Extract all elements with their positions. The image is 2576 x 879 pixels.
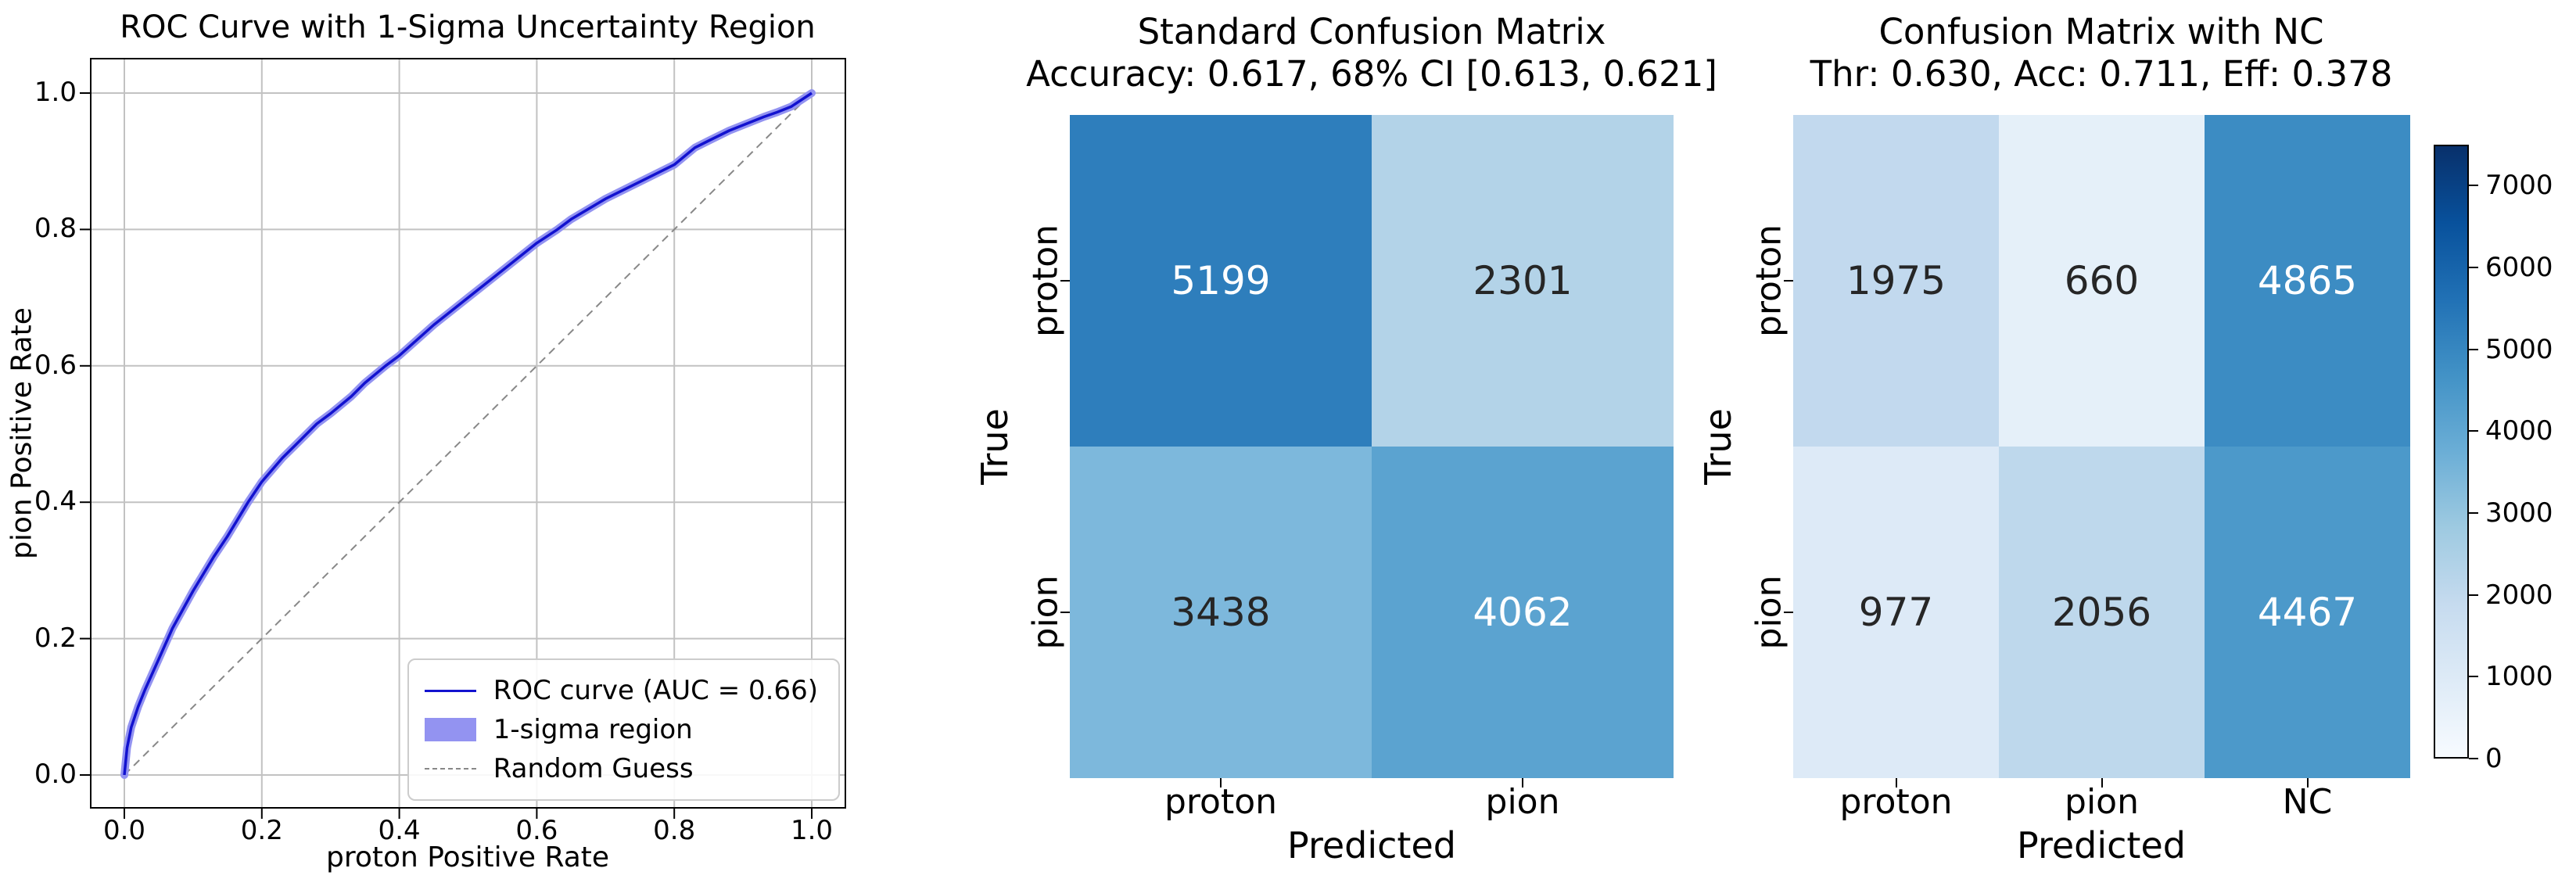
cm-cell-1-1: 2056 bbox=[1999, 447, 2205, 778]
legend-label: 1-sigma region bbox=[493, 714, 693, 745]
roc-legend: ROC curve (AUC = 0.66) 1-sigma region Rand… bbox=[407, 658, 840, 801]
cm-cell-0-2: 4865 bbox=[2205, 115, 2410, 447]
colorbar-tick-mark bbox=[2469, 758, 2478, 759]
colorbar-tick-mark bbox=[2469, 348, 2478, 350]
cm-std-subtitle: Accuracy: 0.617, 68% CI [0.613, 0.621] bbox=[1026, 53, 1717, 95]
roc-y-tick-label: 0.0 bbox=[34, 759, 77, 790]
colorbar-tick-mark bbox=[2469, 267, 2478, 268]
cm-row-tick bbox=[1784, 612, 1793, 613]
cm-col-tick bbox=[2306, 778, 2309, 788]
cm-cell-1-2: 4467 bbox=[2205, 447, 2410, 778]
cm-cell-0-0: 1975 bbox=[1793, 115, 1999, 447]
cm-cell-0-1: 660 bbox=[1999, 115, 2205, 447]
roc-y-tick-label: 0.8 bbox=[34, 213, 77, 245]
roc-x-tick-label: 0.8 bbox=[653, 815, 696, 846]
cm-row-label: proton bbox=[1025, 224, 1066, 338]
cm-row-label: proton bbox=[1749, 224, 1789, 338]
colorbar-tick-label: 7000 bbox=[2485, 170, 2553, 202]
cm-col-tick bbox=[1220, 778, 1222, 788]
roc-x-tick-label: 0.2 bbox=[240, 815, 283, 846]
cm-nc-subtitle: Thr: 0.630, Acc: 0.711, Eff: 0.378 bbox=[1810, 53, 2393, 95]
cm-row-tick bbox=[1784, 280, 1793, 282]
roc-canvas bbox=[80, 58, 846, 819]
cm-nc-title: Confusion Matrix with NC bbox=[1878, 11, 2324, 52]
roc-x-tick-label: 0.6 bbox=[515, 815, 558, 846]
cm-row-tick bbox=[1060, 612, 1070, 613]
roc-y-tick-label: 0.4 bbox=[34, 486, 77, 518]
axes-spines bbox=[90, 58, 846, 809]
roc-line-glyph bbox=[424, 689, 476, 692]
legend-label: Random Guess bbox=[493, 753, 694, 784]
cm-nc-ylabel: True bbox=[1697, 408, 1739, 485]
legend-row: ROC curve (AUC = 0.66) bbox=[424, 671, 818, 710]
cm-std-xlabel: Predicted bbox=[1287, 824, 1456, 866]
cm-cell-0-1: 2301 bbox=[1372, 115, 1674, 447]
legend-row: Random Guess bbox=[424, 749, 818, 788]
legend-label: ROC curve (AUC = 0.66) bbox=[493, 675, 818, 706]
roc-ylabel: pion Positive Rate bbox=[5, 307, 38, 559]
roc-y-tick-label: 0.6 bbox=[34, 349, 77, 381]
legend-row: 1-sigma region bbox=[424, 710, 818, 749]
colorbar-tick-mark bbox=[2469, 676, 2478, 678]
colorbar-tick-label: 1000 bbox=[2485, 661, 2553, 693]
colorbar-tick-label: 6000 bbox=[2485, 252, 2553, 283]
roc-xlabel: proton Positive Rate bbox=[325, 841, 610, 874]
cm-cell-1-1: 4062 bbox=[1372, 447, 1674, 778]
colorbar-tick-mark bbox=[2469, 430, 2478, 432]
cm-nc-xlabel: Predicted bbox=[2017, 824, 2186, 866]
colorbar-tick-label: 4000 bbox=[2485, 415, 2553, 447]
colorbar bbox=[2434, 145, 2469, 759]
cm-col-tick bbox=[2101, 778, 2103, 788]
cm-col-label: pion bbox=[1485, 782, 1560, 822]
colorbar-tick-mark bbox=[2469, 512, 2478, 514]
colorbar-tick-label: 0 bbox=[2485, 743, 2502, 774]
roc-x-tick-label: 1.0 bbox=[790, 815, 834, 846]
roc-axes-area: ROC curve (AUC = 0.66) 1-sigma region Rand… bbox=[80, 58, 846, 819]
cm-col-label: proton bbox=[1164, 782, 1278, 822]
cm-col-label: pion bbox=[2065, 782, 2139, 822]
colorbar-tick-mark bbox=[2469, 594, 2478, 596]
colorbar-tick-label: 3000 bbox=[2485, 497, 2553, 529]
roc-x-tick-label: 0.4 bbox=[378, 815, 421, 846]
cm-std-ylabel: True bbox=[974, 408, 1016, 485]
cm-col-label: NC bbox=[2282, 782, 2333, 822]
cm-col-label: proton bbox=[1839, 782, 1953, 822]
cm-row-tick bbox=[1060, 280, 1070, 282]
cm-row-label: pion bbox=[1025, 575, 1066, 650]
cm-cell-0-0: 5199 bbox=[1070, 115, 1372, 447]
roc-plot-title: ROC Curve with 1-Sigma Uncertainty Regio… bbox=[120, 9, 816, 45]
dashed-line-glyph bbox=[424, 768, 476, 770]
colorbar-tick-mark bbox=[2469, 185, 2478, 187]
roc-curve-line bbox=[123, 91, 813, 776]
sigma-patch-glyph bbox=[424, 718, 476, 741]
cm-cell-1-0: 3438 bbox=[1070, 447, 1372, 778]
roc-y-tick-label: 0.2 bbox=[34, 622, 77, 654]
roc-y-tick-label: 1.0 bbox=[34, 77, 77, 108]
cm-col-tick bbox=[1522, 778, 1523, 788]
roc-x-tick-label: 0.0 bbox=[102, 815, 146, 846]
cm-std-title: Standard Confusion Matrix bbox=[1137, 11, 1606, 52]
colorbar-tick-label: 5000 bbox=[2485, 333, 2553, 365]
cm-col-tick bbox=[1895, 778, 1897, 788]
cm-row-label: pion bbox=[1749, 575, 1789, 650]
random-guess-line bbox=[124, 92, 813, 776]
colorbar-tick-label: 2000 bbox=[2485, 579, 2553, 611]
cm-cell-1-0: 977 bbox=[1793, 447, 1999, 778]
